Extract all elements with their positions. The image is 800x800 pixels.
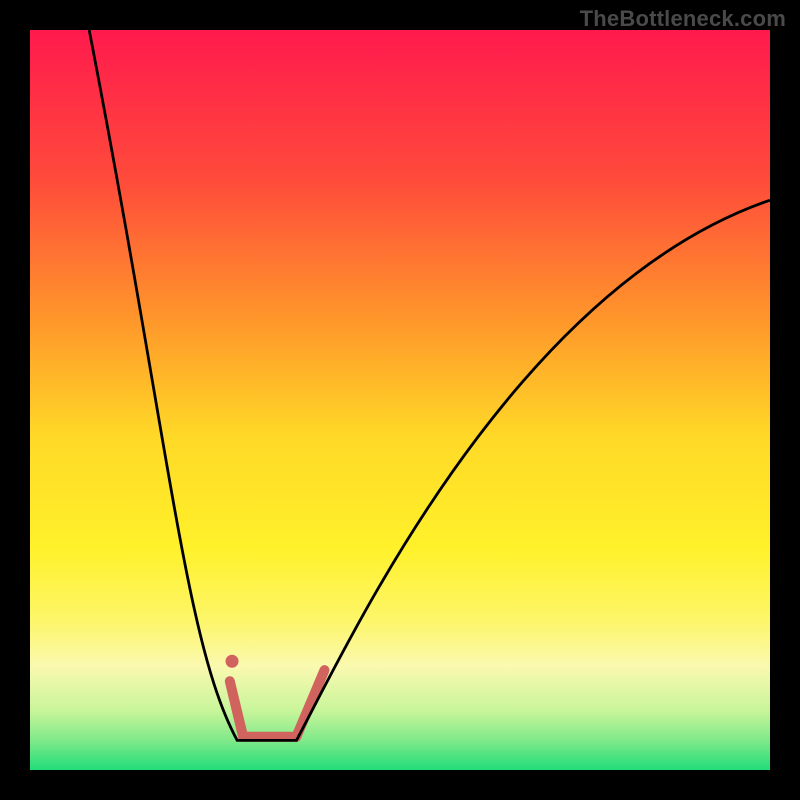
plot-background xyxy=(30,30,770,770)
watermark-text: TheBottleneck.com xyxy=(580,6,786,32)
chart-frame: TheBottleneck.com xyxy=(0,0,800,800)
bottleneck-chart xyxy=(0,0,800,800)
